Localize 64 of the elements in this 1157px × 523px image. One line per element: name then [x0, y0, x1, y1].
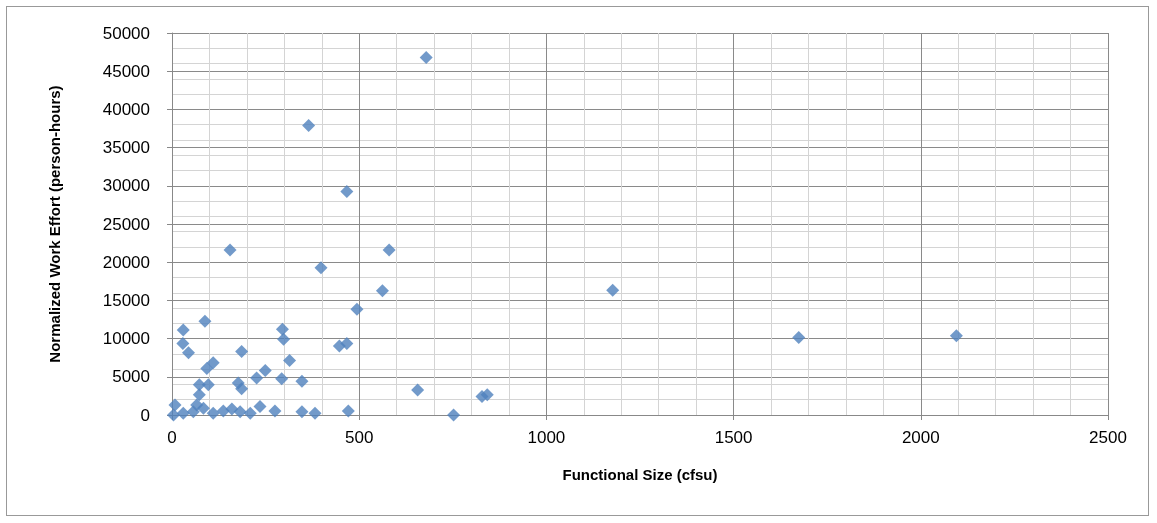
- point: [275, 322, 289, 336]
- point: [206, 406, 220, 420]
- y-tick-label: 15000: [102, 290, 150, 310]
- y-tick-label: 0: [140, 405, 150, 425]
- x-tick-label: 2000: [901, 428, 940, 447]
- y-tick-label: 25000: [102, 214, 150, 234]
- point: [198, 314, 212, 328]
- point: [447, 408, 461, 422]
- point: [253, 400, 267, 414]
- point: [250, 371, 264, 385]
- point: [283, 353, 297, 367]
- point: [419, 50, 433, 64]
- point: [382, 243, 396, 257]
- y-tick-label: 5000: [112, 367, 150, 387]
- point: [201, 378, 215, 392]
- point: [295, 405, 309, 419]
- point: [200, 362, 214, 376]
- point: [350, 302, 364, 316]
- point: [792, 331, 806, 345]
- x-tick-label: 2500: [1089, 428, 1127, 447]
- x-axis-title: Functional Size (cfsu): [562, 466, 718, 483]
- y-tick-label: 10000: [102, 329, 150, 349]
- point: [206, 356, 220, 370]
- y-tick-label: 35000: [102, 138, 150, 158]
- point: [340, 337, 354, 351]
- y-tick-label: 20000: [102, 252, 150, 272]
- point: [275, 372, 289, 386]
- point: [606, 283, 620, 297]
- x-tick-label: 0: [167, 428, 177, 447]
- point: [314, 261, 328, 275]
- x-tick-label: 500: [345, 428, 374, 447]
- point: [258, 364, 272, 378]
- point: [308, 406, 322, 420]
- point: [295, 374, 309, 388]
- point: [480, 388, 494, 402]
- point: [192, 388, 206, 402]
- y-axis-title: Normalized Work Effort (person-hours): [46, 85, 63, 363]
- point: [190, 398, 204, 412]
- point: [411, 383, 425, 397]
- point: [176, 323, 190, 337]
- point: [225, 402, 239, 416]
- point: [176, 337, 190, 351]
- point: [268, 404, 282, 418]
- point: [341, 404, 355, 418]
- point: [277, 332, 291, 346]
- point: [235, 382, 249, 396]
- point: [181, 346, 195, 360]
- y-tick-label: 50000: [102, 23, 150, 43]
- y-tick-label: 45000: [102, 61, 150, 81]
- point: [223, 243, 237, 257]
- y-tick-label: 30000: [102, 176, 150, 196]
- point: [949, 329, 963, 343]
- point: [340, 185, 354, 199]
- point: [168, 398, 182, 412]
- point: [243, 406, 257, 420]
- point: [167, 408, 180, 422]
- y-tick-label: 40000: [102, 99, 150, 119]
- point: [176, 406, 190, 420]
- point: [235, 345, 249, 359]
- x-tick-label: 1500: [714, 428, 753, 447]
- point: [375, 284, 389, 298]
- x-tick-label: 1000: [527, 428, 566, 447]
- point: [302, 118, 316, 132]
- point: [233, 405, 247, 419]
